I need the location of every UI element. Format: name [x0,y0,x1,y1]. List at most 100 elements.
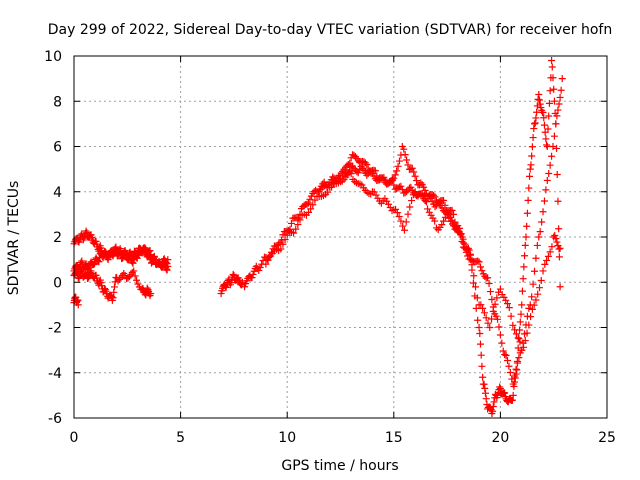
data-point [78,257,86,265]
data-point [82,227,90,235]
data-point [81,261,89,269]
data-point [134,249,142,257]
data-point [108,293,116,301]
data-point [474,257,482,265]
data-point [111,283,119,291]
data-point [397,217,405,225]
grid-lines [74,56,607,418]
data-point [404,210,412,218]
data-point [534,95,542,103]
data-point [553,144,561,152]
data-point [523,222,531,230]
data-point [81,270,89,278]
data-point [403,156,411,164]
data-point [526,165,534,173]
data-point [404,161,412,169]
data-point [354,169,362,177]
data-point [510,382,518,390]
data-point [441,201,449,209]
data-point [525,321,533,329]
data-point [528,152,536,160]
data-point [555,253,563,261]
y-tick-labels: -6 -4 -2 0 2 4 6 8 10 [44,49,62,427]
data-point [287,219,295,227]
data-point [511,374,519,382]
data-point [556,244,564,252]
data-point [295,214,303,222]
data-point [518,287,526,295]
data-point [473,294,481,302]
data-point [514,344,522,352]
data-point [555,100,563,108]
data-point [552,120,560,128]
data-point [496,383,504,391]
data-point [424,205,432,213]
data-point [466,250,474,258]
data-point [525,304,533,312]
data-point [545,170,553,178]
data-point [543,256,551,264]
x-tick-label: 10 [278,430,296,446]
data-point [397,182,405,190]
data-point [513,366,521,374]
data-point [464,244,472,252]
y-tick-label: 0 [53,275,62,291]
data-point [440,197,448,205]
data-point [535,96,543,104]
data-point [470,272,478,280]
y-tick-label: 8 [53,94,62,110]
data-point [363,161,371,169]
data-point [537,277,545,285]
data-point [150,252,158,260]
chart-title: Day 299 of 2022, Sidereal Day-to-day VTE… [48,22,612,38]
data-point [395,157,403,165]
data-point [527,161,535,169]
data-point [539,109,547,117]
data-point [401,151,409,159]
data-point [229,270,237,278]
data-point [542,186,550,194]
data-point [501,351,509,359]
data-point [109,294,117,302]
data-point [283,231,291,239]
data-point [461,240,469,248]
data-point [347,170,355,178]
data-point [491,300,499,308]
data-point [480,380,488,388]
data-point [134,280,142,288]
x-tick-label: 0 [70,430,79,446]
data-point [490,398,498,406]
data-point [542,135,550,143]
data-point [469,279,477,287]
data-point [528,143,536,151]
data-point [554,197,562,205]
data-point [507,312,515,320]
data-point [545,112,553,120]
data-point [530,301,538,309]
data-point [540,197,548,205]
data-point [371,167,379,175]
data-point [478,362,486,370]
data-point [402,218,410,226]
data-point [420,191,428,199]
data-point [477,351,485,359]
data-point [531,267,539,275]
data-point [449,210,457,218]
data-point [479,304,487,312]
x-axis-label: GPS time / hours [281,458,398,474]
data-point [527,313,535,321]
data-point [264,256,272,264]
data-point [543,143,551,150]
data-point [477,340,485,348]
data-point [399,222,407,230]
data-point [479,373,487,381]
data-point [78,266,86,274]
data-point [544,125,552,133]
data-point [551,231,559,239]
data-point [516,338,524,346]
data-point [553,238,561,246]
data-point [380,173,388,181]
data-point [495,323,503,331]
data-point [90,260,98,268]
data-point [488,296,496,304]
